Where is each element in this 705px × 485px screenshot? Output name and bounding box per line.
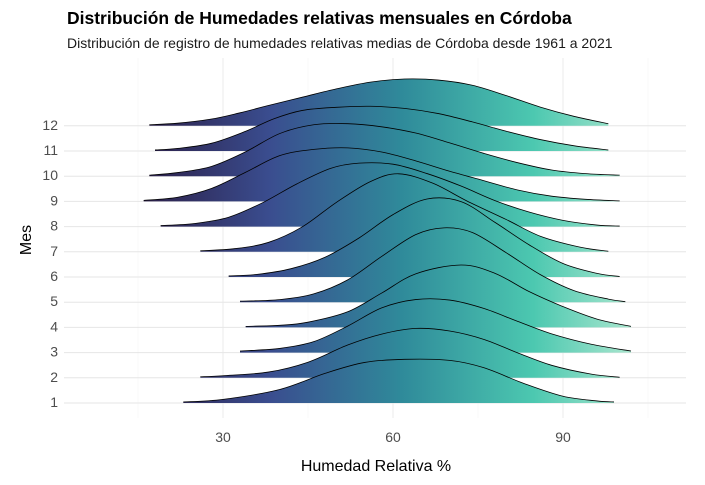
- y-tick-label: 6: [50, 268, 58, 284]
- ridge-area-5: [240, 227, 626, 303]
- ridge-area-3: [240, 298, 631, 353]
- ridges-layer: [143, 78, 632, 403]
- ridge-line-12: [149, 78, 609, 126]
- ridge-line-9: [143, 147, 620, 202]
- x-tick-label: 90: [555, 429, 571, 445]
- y-tick-label: 2: [50, 369, 58, 385]
- y-tick-label: 11: [43, 142, 58, 158]
- x-tick-label: 30: [215, 429, 231, 445]
- chart-title: Distribución de Humedades relativas mens…: [67, 8, 572, 28]
- ridge-line-7: [200, 173, 609, 252]
- ridge-line-6: [228, 197, 620, 277]
- y-tick-label: 4: [50, 318, 58, 334]
- y-tick-label: 9: [50, 192, 58, 208]
- ridge-area-2: [200, 328, 620, 378]
- ridge-line-3: [239, 298, 632, 352]
- chart-subtitle: Distribución de registro de humedades re…: [67, 35, 613, 51]
- y-tick-label: 7: [50, 243, 58, 259]
- y-tick-label: 1: [50, 394, 58, 410]
- x-tick-label: 60: [385, 429, 401, 445]
- ridge-line-1: [183, 358, 615, 403]
- y-tick-label: 10: [42, 167, 58, 183]
- y-tick-label: 5: [50, 293, 58, 309]
- y-tick-label: 8: [50, 218, 58, 234]
- ridge-line-5: [239, 227, 626, 303]
- ridge-area-4: [245, 264, 632, 328]
- y-axis-title: Mes: [18, 225, 35, 255]
- y-tick-label: 3: [50, 344, 58, 360]
- x-axis-title: Humedad Relativa %: [301, 458, 451, 475]
- ridge-line-10: [149, 123, 620, 176]
- ridge-area-12: [149, 78, 609, 126]
- ridge-area-1: [183, 359, 614, 403]
- ridge-line-4: [245, 264, 632, 327]
- ridge-line-11: [154, 105, 609, 151]
- y-tick-label: 12: [42, 117, 58, 133]
- ridge-line-8: [160, 162, 620, 227]
- ridge-line-2: [200, 327, 620, 378]
